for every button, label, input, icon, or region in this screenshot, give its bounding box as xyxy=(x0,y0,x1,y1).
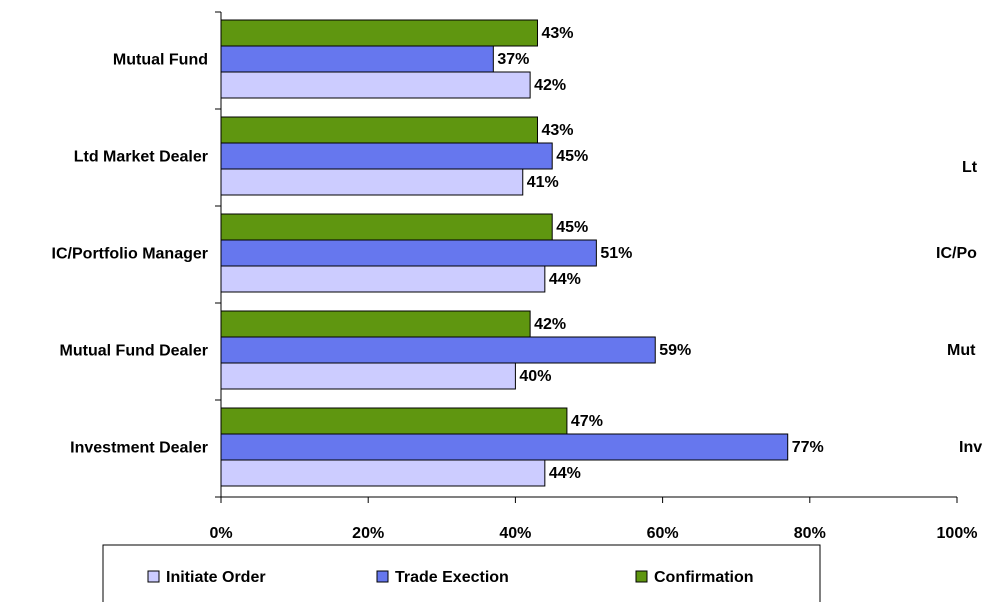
bar xyxy=(220,459,546,487)
value-label: 37% xyxy=(497,51,529,68)
value-label: 47% xyxy=(571,413,603,430)
value-label: 44% xyxy=(549,465,581,482)
x-tick-label: 80% xyxy=(794,525,826,542)
bar xyxy=(220,19,538,47)
clipped-label: Mut xyxy=(947,342,976,359)
clipped-label: Lt xyxy=(962,159,978,176)
clipped-label: IC/Po xyxy=(936,245,977,262)
bar xyxy=(220,407,568,435)
legend-label: Confirmation xyxy=(654,569,754,586)
bar xyxy=(220,142,553,170)
bar xyxy=(220,116,538,144)
bar xyxy=(220,213,553,241)
value-label: 42% xyxy=(534,316,566,333)
y-tick-label: Ltd Market Dealer xyxy=(74,149,208,166)
bar xyxy=(220,362,516,390)
y-tick-label: Investment Dealer xyxy=(70,440,208,457)
bar xyxy=(220,265,546,293)
value-label: 45% xyxy=(556,219,588,236)
value-label: 44% xyxy=(549,271,581,288)
clipped-label: Inv xyxy=(959,439,982,456)
value-label: 59% xyxy=(659,342,691,359)
legend-swatch xyxy=(635,570,648,583)
x-tick-label: 100% xyxy=(937,525,978,542)
value-label: 40% xyxy=(519,368,551,385)
y-tick-label: IC/Portfolio Manager xyxy=(52,246,208,263)
x-tick-label: 20% xyxy=(352,525,384,542)
x-tick-label: 40% xyxy=(499,525,531,542)
bar xyxy=(220,168,524,196)
legend-swatch xyxy=(147,570,160,583)
legend-swatch xyxy=(376,570,389,583)
bar xyxy=(220,433,789,461)
value-label: 42% xyxy=(534,77,566,94)
value-label: 51% xyxy=(600,245,632,262)
value-label: 43% xyxy=(541,122,573,139)
legend-box xyxy=(102,544,821,602)
legend-label: Initiate Order xyxy=(166,569,266,586)
bar xyxy=(220,71,531,99)
value-label: 41% xyxy=(527,174,559,191)
value-label: 77% xyxy=(792,439,824,456)
bar xyxy=(220,310,531,338)
bar xyxy=(220,336,656,364)
legend-label: Trade Exection xyxy=(395,569,509,586)
bar xyxy=(220,239,597,267)
y-tick-label: Mutual Fund Dealer xyxy=(60,343,208,360)
x-tick-label: 60% xyxy=(647,525,679,542)
x-tick-label: 0% xyxy=(209,525,232,542)
value-label: 45% xyxy=(556,148,588,165)
bar xyxy=(220,45,494,73)
value-label: 43% xyxy=(541,25,573,42)
y-tick-label: Mutual Fund xyxy=(113,52,208,69)
